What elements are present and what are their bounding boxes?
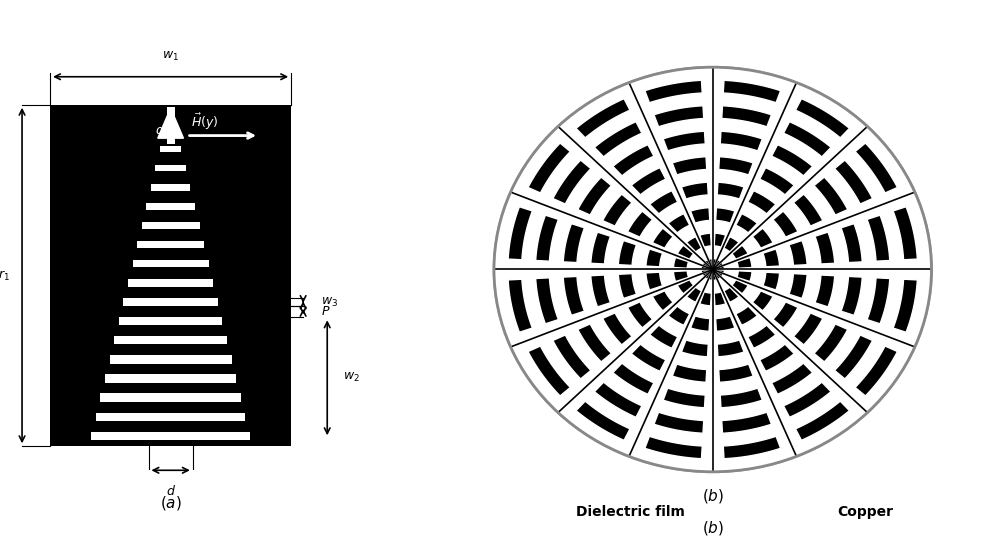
Bar <box>151 184 190 191</box>
Bar <box>119 317 222 325</box>
Polygon shape <box>549 118 876 421</box>
Text: $r_1$: $r_1$ <box>0 268 10 282</box>
Bar <box>160 146 181 152</box>
Ellipse shape <box>494 67 931 472</box>
Polygon shape <box>506 182 713 270</box>
Polygon shape <box>494 258 713 281</box>
Text: $w_1$: $w_1$ <box>162 50 179 63</box>
Bar <box>128 279 213 287</box>
Bar <box>167 107 175 144</box>
Bar <box>123 299 218 306</box>
Text: $\alpha$: $\alpha$ <box>155 124 165 137</box>
Polygon shape <box>701 67 725 270</box>
Text: $P$: $P$ <box>321 305 331 318</box>
Polygon shape <box>713 182 919 270</box>
Polygon shape <box>522 93 904 446</box>
Text: Copper: Copper <box>838 505 894 519</box>
Bar <box>50 105 291 446</box>
Polygon shape <box>687 246 738 293</box>
Polygon shape <box>713 258 931 281</box>
Text: $d$: $d$ <box>166 485 176 499</box>
Polygon shape <box>713 270 807 460</box>
Polygon shape <box>618 270 713 460</box>
Polygon shape <box>506 270 713 357</box>
Text: $(b)$: $(b)$ <box>702 487 724 505</box>
Bar <box>146 203 195 210</box>
Bar <box>142 222 200 229</box>
Polygon shape <box>660 220 766 319</box>
Bar <box>105 375 236 383</box>
Bar <box>137 241 204 248</box>
Polygon shape <box>618 79 713 270</box>
Polygon shape <box>701 270 725 472</box>
Polygon shape <box>713 79 807 270</box>
Text: $(b)$: $(b)$ <box>702 519 724 537</box>
Text: $(a)$: $(a)$ <box>160 494 182 513</box>
Text: Dielectric film: Dielectric film <box>576 505 685 519</box>
Polygon shape <box>158 108 183 138</box>
Polygon shape <box>550 270 713 420</box>
Polygon shape <box>550 119 713 270</box>
Polygon shape <box>632 195 793 344</box>
Text: $w_2$: $w_2$ <box>343 371 360 384</box>
Bar <box>100 393 241 402</box>
Text: $\vec{H}(y)$: $\vec{H}(y)$ <box>191 112 218 132</box>
Polygon shape <box>577 144 849 395</box>
Polygon shape <box>494 67 931 472</box>
Polygon shape <box>713 270 919 357</box>
Polygon shape <box>604 169 821 370</box>
Polygon shape <box>713 119 876 270</box>
Bar <box>110 355 232 363</box>
Polygon shape <box>713 270 876 420</box>
Bar <box>91 432 250 440</box>
Bar <box>114 336 227 344</box>
Text: $w_3$: $w_3$ <box>321 295 338 309</box>
Bar <box>155 165 186 171</box>
Bar <box>96 412 245 421</box>
Bar <box>133 260 209 267</box>
